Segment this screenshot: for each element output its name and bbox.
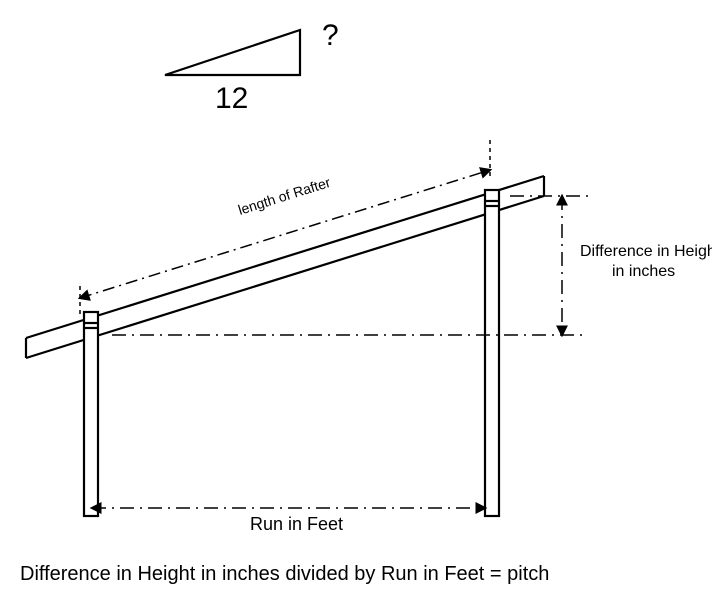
run-label: Run in Feet [250,514,343,534]
rafter-length-label: length of Rafter [236,174,332,218]
height-diff-dim [112,196,588,335]
height-diff-label-1: Difference in Height [580,243,712,260]
rafter-length-dim [80,140,490,316]
pitch-formula: Difference in Height in inches divided b… [20,563,549,585]
pitch-run-label: 12 [215,82,248,115]
rafter-pitch-diagram: 12 ? length of Rafter Difference in Heig… [0,0,712,600]
pitch-rise-label: ? [322,19,339,52]
pitch-triangle [165,30,300,75]
left-post [84,312,98,516]
height-diff-label-2: in inches [612,263,675,280]
rafter-bottom-edge [26,196,544,358]
right-post [485,190,499,516]
